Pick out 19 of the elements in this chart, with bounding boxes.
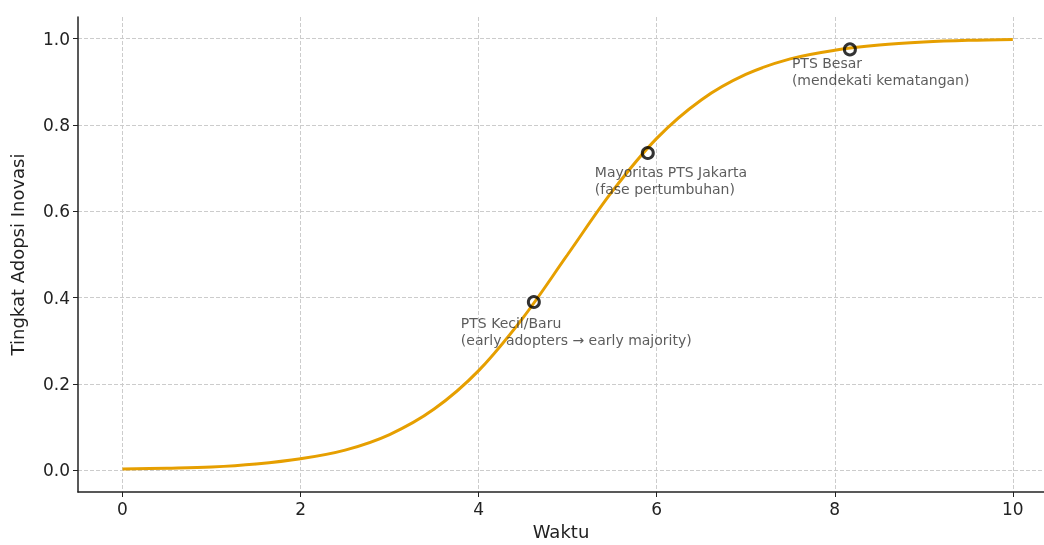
point	[526, 295, 541, 309]
line-series	[121, 37, 1015, 471]
x-tick-label: 4	[473, 498, 485, 519]
x-tick-label: 2	[295, 498, 306, 519]
x-tick-label: 8	[829, 498, 841, 519]
y-tick-label: 0.6	[42, 201, 70, 222]
x-tick-label: 0	[117, 498, 128, 519]
y-tick-label: 1.0	[42, 28, 70, 49]
y-tick-label: 0.4	[42, 287, 70, 308]
x-tick-label: 10	[1002, 498, 1024, 519]
x-axis-title: Waktu	[532, 520, 590, 542]
point	[842, 42, 857, 57]
point	[640, 146, 655, 161]
y-tick-label: 0.8	[42, 114, 70, 135]
y-tick-label: 0.2	[42, 374, 70, 395]
y-axis-title: Tingkat Adopsi Inovasi	[6, 153, 28, 357]
x-tick-label: 6	[651, 498, 663, 519]
y-tick-label: 0.0	[42, 460, 70, 481]
annotation: PTS Besar (mendekati kematangan)	[791, 54, 970, 88]
